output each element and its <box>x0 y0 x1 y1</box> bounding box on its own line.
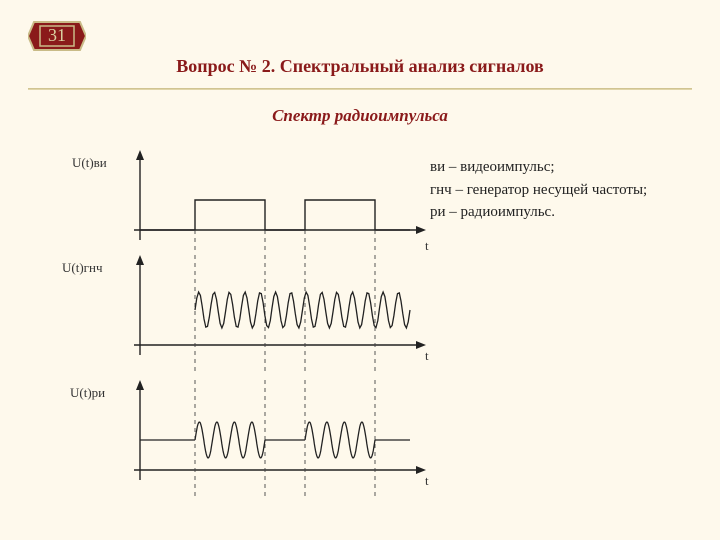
page-title: Вопрос № 2. Спектральный анализ сигналов <box>0 56 720 77</box>
legend-block: ви – видеоимпульс; гнч – генератор несущ… <box>430 156 647 224</box>
plot-radio-pulse <box>130 380 430 500</box>
legend-line: гнч – генератор несущей частоты; <box>430 179 647 202</box>
ylabel-gnc: U(t)гнч <box>62 260 103 276</box>
slide-number-badge: 31 <box>28 18 86 54</box>
ylabel-vi: U(t)ви <box>72 155 107 171</box>
slide-number: 31 <box>48 25 66 46</box>
page-subtitle: Спектр радиоимпульса <box>0 106 720 126</box>
plot-carrier <box>130 255 430 375</box>
plot-video-pulse <box>130 150 430 250</box>
title-underline <box>28 88 692 90</box>
legend-line: ви – видеоимпульс; <box>430 156 647 179</box>
legend-line: ри – радиоимпульс. <box>430 201 647 224</box>
ylabel-ri: U(t)ри <box>70 385 105 401</box>
